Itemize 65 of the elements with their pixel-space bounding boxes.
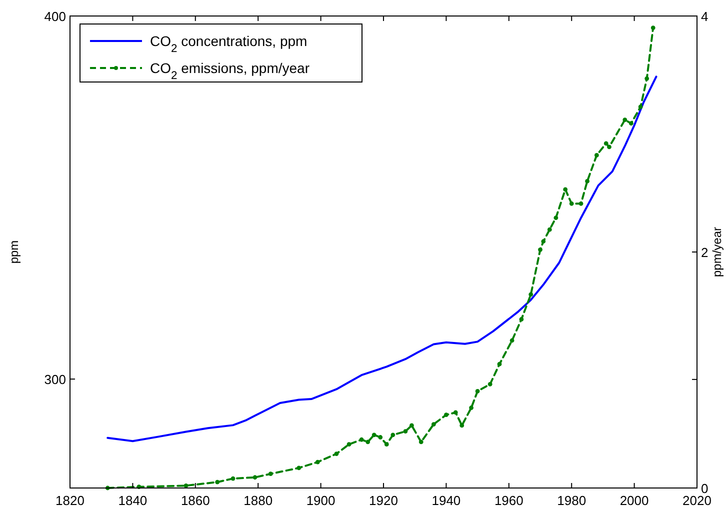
point bbox=[475, 389, 480, 394]
point bbox=[453, 410, 458, 415]
point bbox=[528, 292, 534, 297]
point bbox=[541, 239, 546, 244]
point bbox=[268, 472, 273, 476]
point bbox=[378, 435, 383, 440]
point bbox=[578, 201, 584, 206]
point bbox=[510, 338, 514, 343]
x-tick-label: 1860 bbox=[180, 493, 210, 508]
point bbox=[604, 141, 608, 146]
point bbox=[334, 452, 339, 456]
point bbox=[359, 437, 364, 442]
y-tick-label: 400 bbox=[44, 9, 66, 24]
point bbox=[184, 483, 188, 488]
point bbox=[638, 104, 643, 110]
x-tick-label: 1940 bbox=[432, 493, 461, 508]
point bbox=[607, 144, 612, 150]
point bbox=[563, 187, 568, 192]
point bbox=[488, 382, 492, 386]
point bbox=[346, 442, 352, 447]
point bbox=[372, 432, 376, 438]
point bbox=[390, 432, 396, 438]
point bbox=[497, 362, 502, 366]
point bbox=[538, 247, 542, 252]
point bbox=[650, 26, 656, 30]
y2-axis-title: ppm/year bbox=[710, 226, 724, 278]
point bbox=[554, 216, 558, 220]
point bbox=[644, 76, 650, 81]
x-tick-label: 2000 bbox=[620, 493, 649, 508]
point bbox=[594, 153, 599, 158]
x-tick-label: 1820 bbox=[56, 493, 84, 508]
point bbox=[519, 317, 524, 322]
y2-tick-label: 0 bbox=[701, 481, 708, 496]
point bbox=[622, 118, 628, 122]
x-tick-label: 1920 bbox=[369, 493, 398, 508]
point bbox=[410, 423, 414, 428]
point bbox=[215, 480, 220, 484]
point bbox=[628, 121, 634, 126]
x-tick-label: 2020 bbox=[682, 493, 712, 508]
point bbox=[296, 466, 302, 470]
point bbox=[444, 412, 448, 418]
point bbox=[403, 429, 408, 434]
point bbox=[315, 460, 320, 464]
y-axis-title: ppm bbox=[7, 240, 21, 264]
point bbox=[460, 423, 464, 428]
point bbox=[230, 476, 236, 481]
y2-tick-label: 4 bbox=[701, 9, 708, 24]
x-tick-label: 1980 bbox=[557, 493, 586, 508]
point bbox=[469, 406, 474, 410]
point bbox=[252, 475, 258, 480]
point bbox=[384, 442, 389, 447]
legend-label: CO$_{2}$ emissions, ppm/year bbox=[150, 60, 310, 82]
x-tick-label: 1960 bbox=[494, 493, 524, 508]
x-tick-label: 1880 bbox=[244, 493, 273, 508]
y2-tick-label: 2 bbox=[701, 245, 708, 260]
point bbox=[569, 201, 574, 206]
x-tick-label: 1900 bbox=[306, 493, 336, 508]
x-tick-label: 1840 bbox=[118, 493, 148, 508]
point bbox=[547, 227, 552, 232]
point bbox=[431, 422, 436, 426]
y-tick-label: 300 bbox=[44, 372, 66, 388]
legend-label: CO$_{2}$ concentrations, ppm bbox=[150, 33, 308, 55]
point bbox=[585, 179, 590, 184]
point bbox=[418, 440, 424, 444]
point bbox=[366, 440, 370, 444]
